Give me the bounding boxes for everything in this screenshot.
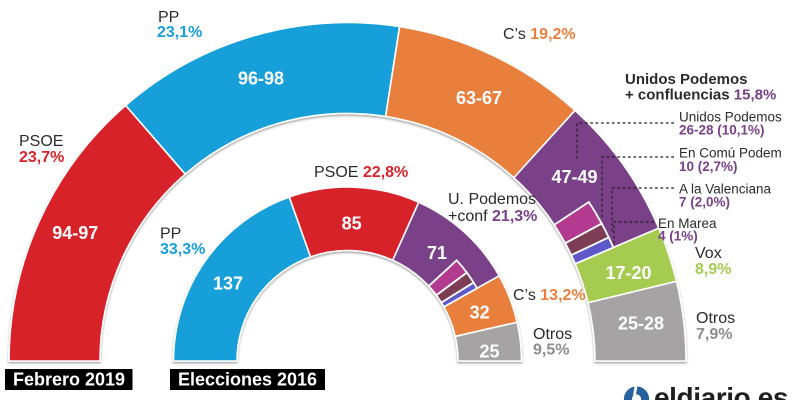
svg-text:Elecciones 2016: Elecciones 2016 bbox=[178, 370, 317, 390]
svg-text:63-67: 63-67 bbox=[456, 88, 502, 108]
svg-text:En Comú Podem: En Comú Podem bbox=[679, 146, 782, 161]
svg-text:94-97: 94-97 bbox=[52, 223, 98, 243]
svg-text:137: 137 bbox=[213, 274, 243, 294]
svg-text:Febrero 2019: Febrero 2019 bbox=[13, 370, 125, 390]
svg-text:Unidos Podemos: Unidos Podemos bbox=[625, 71, 748, 88]
svg-text:23,1%: 23,1% bbox=[157, 24, 202, 41]
svg-text:85: 85 bbox=[342, 214, 362, 234]
svg-text:Unidos Podemos: Unidos Podemos bbox=[679, 110, 782, 125]
svg-text:U. Podemos: U. Podemos bbox=[448, 191, 536, 208]
svg-text:Otros: Otros bbox=[696, 310, 735, 327]
svg-text:25-28: 25-28 bbox=[618, 314, 664, 334]
svg-text:PP: PP bbox=[158, 9, 179, 26]
svg-text:En Marea: En Marea bbox=[658, 216, 717, 231]
svg-text:C’s 13,2%: C’s 13,2% bbox=[513, 287, 586, 304]
svg-text:8,9%: 8,9% bbox=[695, 261, 731, 278]
svg-text:Otros: Otros bbox=[533, 326, 572, 343]
svg-text:26-28 (10,1%): 26-28 (10,1%) bbox=[679, 123, 765, 138]
svg-text:25: 25 bbox=[479, 342, 499, 362]
svg-text:71: 71 bbox=[427, 243, 447, 263]
svg-text:17-20: 17-20 bbox=[605, 263, 651, 283]
svg-text:PP: PP bbox=[160, 226, 181, 243]
svg-text:9,5%: 9,5% bbox=[533, 342, 569, 359]
svg-text:7 (2,0%): 7 (2,0%) bbox=[679, 195, 730, 210]
svg-text:C’s 19,2%: C’s 19,2% bbox=[503, 26, 576, 43]
svg-text:23,7%: 23,7% bbox=[19, 149, 64, 166]
svg-text:4 (1%): 4 (1%) bbox=[658, 229, 698, 244]
svg-text:47-49: 47-49 bbox=[551, 167, 597, 187]
svg-text:+conf 21,3%: +conf 21,3% bbox=[448, 208, 537, 225]
svg-text:A la Valenciana: A la Valenciana bbox=[679, 182, 772, 197]
svg-text:+ confluencias 15,8%: + confluencias 15,8% bbox=[625, 87, 776, 104]
svg-text:7,9%: 7,9% bbox=[696, 326, 732, 343]
svg-text:PSOE: PSOE bbox=[19, 133, 63, 150]
svg-text:10 (2,7%): 10 (2,7%) bbox=[679, 159, 738, 174]
svg-text:Vox: Vox bbox=[695, 245, 722, 262]
svg-text:96-98: 96-98 bbox=[238, 69, 284, 89]
svg-text:33,3%: 33,3% bbox=[160, 241, 205, 258]
svg-text:32: 32 bbox=[470, 303, 490, 323]
svg-text:eldiario.es: eldiario.es bbox=[654, 382, 788, 400]
svg-text:PSOE 22,8%: PSOE 22,8% bbox=[314, 164, 408, 181]
